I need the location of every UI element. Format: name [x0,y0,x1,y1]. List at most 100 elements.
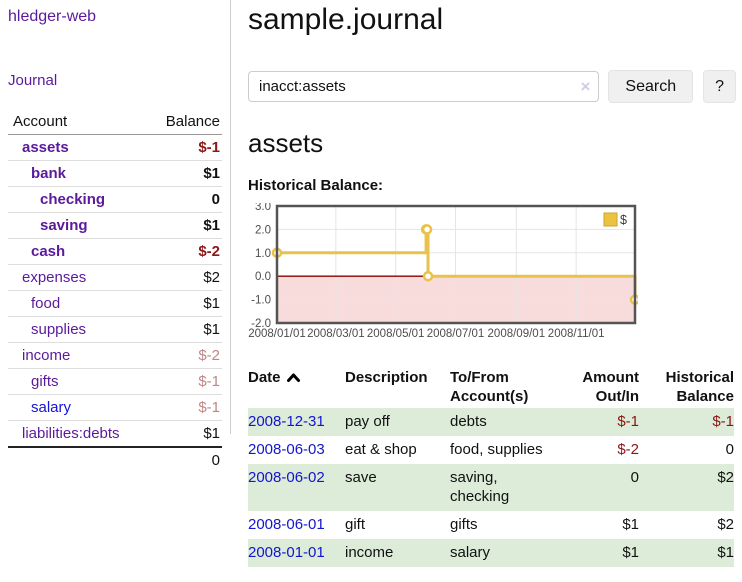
transaction-accounts: food, supplies [450,441,543,458]
transaction-description: income [345,544,394,561]
accounts-table: Account Balance assets $-1 bank $1 checking 0… [8,110,222,473]
account-row: food $1 [8,290,222,317]
sidebar-account-balance: $-1 [150,134,222,161]
transaction-date-link[interactable]: 2008-01-01 [248,544,325,561]
x-axis-tick-label: 2008/09/01 [488,328,546,340]
data-point-marker [422,270,434,282]
transaction-row: 2008-06-03 eat & shop food, supplies $-2 0 [248,436,734,464]
account-name-cell: food [8,290,151,317]
register-header-balance: Historical Balance [665,369,734,405]
page-title: sample.journal [248,3,444,36]
main-content: sample.journal × Search ? assets Histori… [248,0,736,567]
transaction-amount: $1 [622,516,639,533]
transaction-date-link[interactable]: 2008-12-31 [248,413,325,430]
y-axis-tick-label: -1.0 [251,295,271,307]
transaction-description: gift [345,516,366,533]
account-row: salary $-1 [8,394,222,421]
sidebar-account-link[interactable]: bank [31,165,67,182]
sidebar-account-balance: $-2 [150,238,222,265]
data-point-marker [421,224,433,235]
search-input-wrap: × [248,71,600,102]
transaction-balance: 0 [725,441,734,458]
transaction-balance: $1 [717,544,734,561]
transaction-date-cell: 2008-12-31 [248,408,345,436]
register-header-date[interactable]: Date [248,366,345,408]
account-row: gifts $-1 [8,368,222,395]
sidebar-account-link[interactable]: liabilities:debts [22,425,120,442]
accounts-header-balance: Balance [150,110,222,135]
transaction-date-link[interactable]: 2008-06-02 [248,469,325,486]
search-input[interactable] [248,71,600,102]
search-button[interactable]: Search [608,70,694,103]
sidebar: hledger-web Journal Account Balance asse… [0,0,231,473]
sidebar-item-journal[interactable]: Journal [8,72,58,89]
register-table: Date Description To/From Account(s) Amou… [248,366,734,567]
account-row: bank $1 [8,160,222,187]
sidebar-account-link[interactable]: saving [40,217,88,234]
transaction-date-cell: 2008-06-01 [248,511,345,539]
sidebar-account-link[interactable]: salary [31,399,72,416]
accounts-header-account: Account [8,110,151,135]
sidebar-account-balance: 0 [150,186,222,213]
sidebar-account-balance: $1 [150,160,222,187]
sidebar-account-link[interactable]: assets [22,139,69,156]
sidebar-account-link[interactable]: expenses [22,269,87,286]
transaction-accounts: saving, checking [450,469,510,505]
help-button[interactable]: ? [703,70,736,103]
accounts-total-row: 0 [8,446,222,473]
x-axis-tick-label: 2008/03/01 [307,328,365,340]
sidebar-account-link[interactable]: food [31,295,61,312]
sidebar-account-link[interactable]: checking [40,191,106,208]
account-page-title: assets [248,128,324,158]
app-title-link[interactable]: hledger-web [8,8,97,25]
register-header-amount: Amount Out/In [582,369,639,405]
sidebar-account-link[interactable]: supplies [31,321,87,338]
register-header-description: Description [345,369,428,386]
account-name-cell: saving [8,212,151,239]
account-name-cell: liabilities:debts [8,420,151,448]
transaction-balance: $-1 [712,413,734,430]
sidebar-account-balance: $-1 [150,368,222,395]
sidebar-account-link[interactable]: income [22,347,71,364]
sidebar-account-link[interactable]: gifts [31,373,59,390]
account-name-cell: income [8,342,151,369]
transaction-row: 2008-06-01 gift gifts $1 $2 [248,511,734,539]
account-name-cell: assets [8,134,151,161]
transaction-date-cell: 2008-06-03 [248,436,345,464]
transaction-amount: $1 [622,544,639,561]
accounts-header-row: Account Balance [8,110,222,135]
sidebar-account-balance: $1 [150,316,222,343]
clear-search-icon[interactable]: × [580,77,591,96]
sidebar-account-link[interactable]: cash [31,243,66,260]
transaction-date-cell: 2008-06-02 [248,464,345,511]
sidebar-account-balance: $1 [150,212,222,239]
accounts-total-balance: 0 [150,446,222,473]
transaction-amount: $-1 [617,413,639,430]
transaction-accounts: salary [450,544,491,561]
account-row: saving $1 [8,212,222,239]
transaction-date-link[interactable]: 2008-06-01 [248,516,325,533]
transaction-row: 2008-12-31 pay off debts $-1 $-1 [248,408,734,436]
transaction-row: 2008-01-01 income salary $1 $1 [248,539,734,567]
transaction-description: pay off [345,413,390,430]
sort-ascending-icon[interactable] [286,369,301,388]
x-axis-tick-label: 2008/01/01 [248,328,306,340]
account-row: cash $-2 [8,238,222,265]
account-name-cell: bank [8,160,151,187]
y-axis-tick-label: 0.0 [255,271,271,283]
y-axis-tick-label: 3.0 [255,203,271,213]
search-bar: × Search ? [248,70,736,103]
y-axis-tick-label: 2.0 [255,224,271,236]
x-axis-tick-label: 2008/05/01 [367,328,425,340]
account-name-cell: checking [8,186,151,213]
transaction-accounts: gifts [450,516,478,533]
transaction-amount: $-2 [617,441,639,458]
legend-swatch [603,212,618,227]
transaction-row: 2008-06-02 save saving, checking 0 $2 [248,464,734,511]
account-row: supplies $1 [8,316,222,343]
transaction-balance: $2 [717,516,734,533]
transaction-date-link[interactable]: 2008-06-03 [248,441,325,458]
register-header-row: Date Description To/From Account(s) Amou… [248,366,734,408]
account-row: expenses $2 [8,264,222,291]
account-name-cell: salary [8,394,151,421]
